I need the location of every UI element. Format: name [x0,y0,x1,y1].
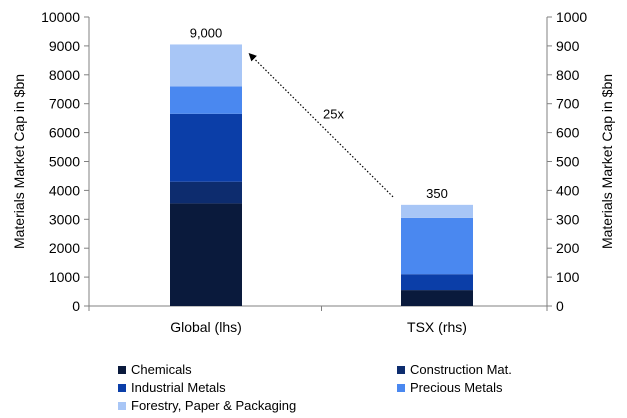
right-tick-label: 900 [556,38,580,54]
right-tick-label: 500 [556,154,580,170]
right-tick-label: 600 [556,125,580,141]
bar-segment-chemicals [401,290,473,306]
left-tick-label: 2000 [49,240,80,256]
left-tick-label: 0 [72,298,80,314]
left-tick-label: 1000 [49,269,80,285]
arrow-annotation [248,53,394,198]
bar-segment-construction-mat- [170,181,242,204]
total-label: 9,000 [190,25,223,40]
total-label: 350 [426,186,448,201]
right-tick-label: 300 [556,211,580,227]
right-tick-label: 100 [556,269,580,285]
left-tick-label: 4000 [49,182,80,198]
axes: 0100020003000400050006000700080009000100… [11,9,615,314]
left-tick-label: 6000 [49,125,80,141]
bar-segment-industrial-metals [170,113,242,182]
bar-segment-precious-metals [170,86,242,114]
right-tick-label: 200 [556,240,580,256]
right-tick-label: 700 [556,96,580,112]
bars [170,44,473,306]
bar-segment-precious-metals [401,217,473,275]
left-tick-label: 7000 [49,96,80,112]
left-tick-label: 8000 [49,67,80,83]
category-label: Global (lhs) [170,319,242,335]
bar-segment-industrial-metals [401,274,473,291]
right-axis-title: Materials Market Cap in $bn [599,74,615,249]
left-tick-label: 9000 [49,38,80,54]
left-axis-title: Materials Market Cap in $bn [11,74,27,249]
left-tick-label: 3000 [49,211,80,227]
right-tick-label: 0 [556,298,564,314]
right-tick-label: 800 [556,67,580,83]
bar-segment-forestry-paper-packaging [170,44,242,87]
category-label: TSX (rhs) [407,319,467,335]
annotation-label: 25x [323,107,344,122]
labels: Global (lhs) 9,000 TSX (rhs) 350 25x [170,25,467,335]
bar-segment-chemicals [170,203,242,306]
left-tick-label: 5000 [49,154,80,170]
right-tick-label: 400 [556,182,580,198]
left-tick-label: 10000 [41,9,80,25]
bar-segment-forestry-paper-packaging [401,204,473,218]
right-tick-label: 1000 [556,9,587,25]
